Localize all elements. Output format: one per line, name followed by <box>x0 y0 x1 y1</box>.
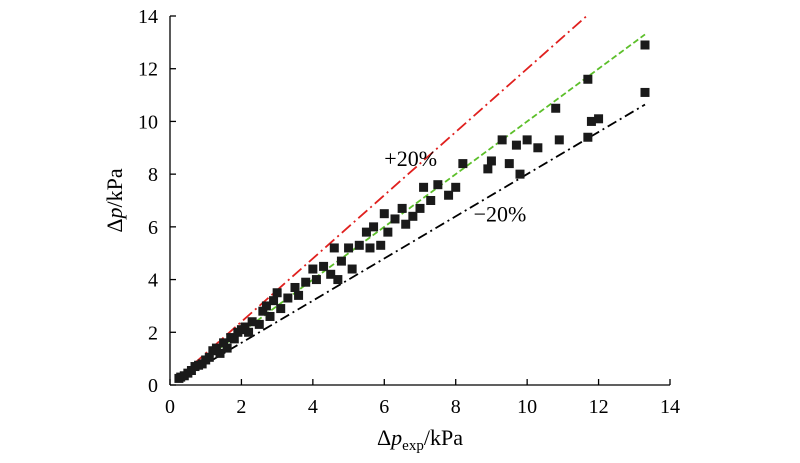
x-tick-label: 8 <box>451 396 461 418</box>
data-point <box>308 264 318 274</box>
data-point <box>594 114 604 124</box>
annotation-label: +20% <box>384 146 437 171</box>
data-point <box>211 343 221 353</box>
data-point <box>511 140 521 150</box>
annotations: +20% −20% <box>384 146 526 226</box>
data-point <box>229 334 239 344</box>
data-point <box>554 135 564 145</box>
data-point <box>504 159 514 169</box>
data-point <box>269 296 279 306</box>
data-point <box>415 203 425 213</box>
data-points <box>174 40 650 383</box>
data-point <box>483 164 493 174</box>
data-point <box>365 243 375 253</box>
data-point <box>319 261 329 271</box>
data-point <box>354 240 364 250</box>
y-tick-label: 10 <box>138 111 158 133</box>
data-point <box>261 301 271 311</box>
data-point <box>379 209 389 219</box>
data-point <box>376 240 386 250</box>
data-point <box>458 159 468 169</box>
data-point <box>276 304 286 314</box>
data-point <box>486 156 496 166</box>
data-point <box>258 306 268 316</box>
data-point <box>219 338 229 348</box>
x-tick-label: 14 <box>660 396 680 418</box>
data-point <box>290 282 300 292</box>
x-tick-label: 6 <box>379 396 389 418</box>
data-point <box>254 319 264 329</box>
ticks: 0 2 4 6 8 10 12 14 0 2 4 6 8 10 12 14 <box>138 6 680 418</box>
y-tick-label: 4 <box>148 270 158 292</box>
y-tick-label: 6 <box>148 217 158 239</box>
data-point <box>361 227 371 237</box>
data-point <box>390 214 400 224</box>
data-point <box>433 180 443 190</box>
data-point <box>397 203 407 213</box>
data-point <box>515 169 525 179</box>
y-tick-label: 12 <box>138 59 158 81</box>
data-point <box>301 277 311 287</box>
data-point <box>294 290 304 300</box>
data-point <box>408 211 418 221</box>
reference-line-1 <box>176 14 589 380</box>
reference-line-2 <box>176 33 646 381</box>
data-point <box>244 327 254 337</box>
data-point <box>533 143 543 153</box>
data-point <box>369 222 379 232</box>
x-tick-label: 12 <box>589 396 609 418</box>
data-point <box>283 293 293 303</box>
reference-lines <box>176 14 646 382</box>
data-point <box>551 103 561 113</box>
data-point <box>640 40 650 50</box>
x-tick-label: 10 <box>517 396 537 418</box>
data-point <box>344 243 354 253</box>
data-point <box>272 288 282 298</box>
data-point <box>215 348 225 358</box>
x-tick-label: 2 <box>236 396 246 418</box>
data-point <box>640 87 650 97</box>
data-point <box>583 74 593 84</box>
y-tick-label: 8 <box>148 164 158 186</box>
data-point <box>451 182 461 192</box>
x-tick-label: 0 <box>165 396 175 418</box>
data-point <box>401 219 411 229</box>
y-tick-label: 0 <box>148 375 158 397</box>
y-tick-label: 2 <box>148 322 158 344</box>
data-point <box>383 227 393 237</box>
data-point <box>497 135 507 145</box>
data-point <box>326 269 336 279</box>
data-point <box>347 264 357 274</box>
x-tick-label: 4 <box>308 396 318 418</box>
data-point <box>311 275 321 285</box>
data-point <box>336 256 346 266</box>
data-point <box>583 132 593 142</box>
data-point <box>222 343 232 353</box>
data-point <box>522 135 532 145</box>
data-point <box>329 243 339 253</box>
data-point <box>204 352 214 362</box>
x-axis-title: Δpexp/kPa <box>377 425 463 454</box>
data-point <box>419 182 429 192</box>
data-point <box>265 311 275 321</box>
data-point <box>586 116 596 126</box>
y-tick-label: 14 <box>138 6 158 28</box>
annotation-label: −20% <box>474 202 527 227</box>
data-point <box>426 196 436 205</box>
y-axis-title: Δp/kPa <box>102 168 127 233</box>
data-point <box>444 190 454 200</box>
axes <box>169 16 670 386</box>
data-point <box>333 275 343 285</box>
data-point <box>240 322 250 332</box>
data-point <box>247 317 257 327</box>
